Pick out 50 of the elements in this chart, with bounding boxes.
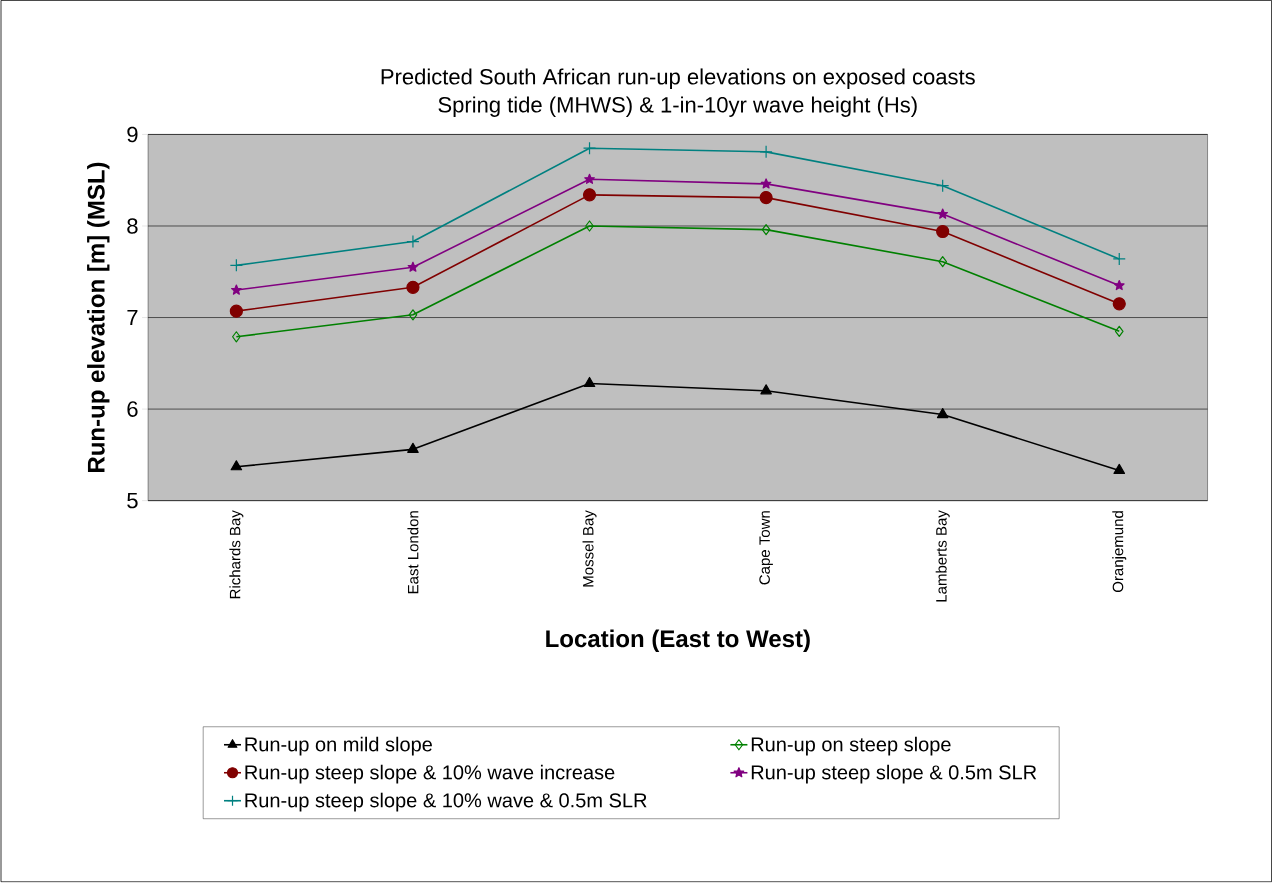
point: [407, 261, 419, 272]
point: [232, 331, 241, 343]
y-tick-label: 7: [127, 310, 138, 326]
point: [585, 220, 594, 232]
x-tick-label: East London: [407, 511, 419, 594]
point: [229, 258, 243, 273]
point: [583, 376, 596, 388]
y-tick-label: 5: [127, 493, 138, 509]
point: [937, 208, 949, 219]
point: [406, 280, 420, 295]
point: [230, 460, 243, 471]
point: [936, 224, 950, 239]
y-axis-title: Run-up elevation [m] (MSL): [87, 162, 110, 473]
point: [406, 235, 420, 249]
point: [1113, 279, 1125, 291]
x-tick-label: Cape Town: [759, 511, 773, 585]
chart-title: Predicted South African run-up elevations on exposed coasts: [381, 68, 975, 90]
x-tick-label: Richards Bay: [229, 510, 244, 599]
point: [1112, 252, 1126, 266]
x-tick-label: Oranjemund: [1112, 511, 1127, 593]
y-tick-label: 9: [127, 126, 138, 143]
legend-label: Run-up on steep slope: [751, 736, 951, 756]
point: [1113, 463, 1126, 475]
point: [1114, 325, 1124, 337]
point: [759, 145, 773, 159]
point: [229, 304, 243, 318]
point: [231, 284, 242, 295]
y-tick-label: 8: [127, 218, 138, 234]
x-tick-label: Lamberts Bay: [935, 510, 950, 602]
point: [408, 309, 418, 321]
legend-label: Run-up steep slope & 0.5m SLR: [751, 764, 1037, 784]
point: [407, 442, 419, 454]
point: [1112, 297, 1126, 311]
point: [936, 408, 949, 419]
point: [760, 178, 772, 189]
x-axis-title: Location (East to West): [546, 629, 810, 653]
point: [582, 141, 597, 155]
point: [761, 224, 771, 236]
y-tick-label: 6: [127, 401, 138, 417]
legend-label: Run-up steep slope & 10% wave & 0.5m SLR: [245, 792, 647, 812]
point: [936, 179, 950, 193]
point: [938, 256, 948, 268]
point: [760, 384, 772, 395]
legend-label: Run-up steep slope & 10% wave increase: [245, 764, 615, 784]
legend-label: Run-up on mild slope: [245, 736, 432, 756]
point: [582, 188, 597, 202]
x-tick-label: Mossel Bay: [582, 510, 597, 587]
chart-subtitle: Spring tide (MHWS) & 1-in-10yr wave height (Hs): [438, 96, 917, 118]
point: [584, 173, 595, 185]
point: [759, 191, 773, 205]
